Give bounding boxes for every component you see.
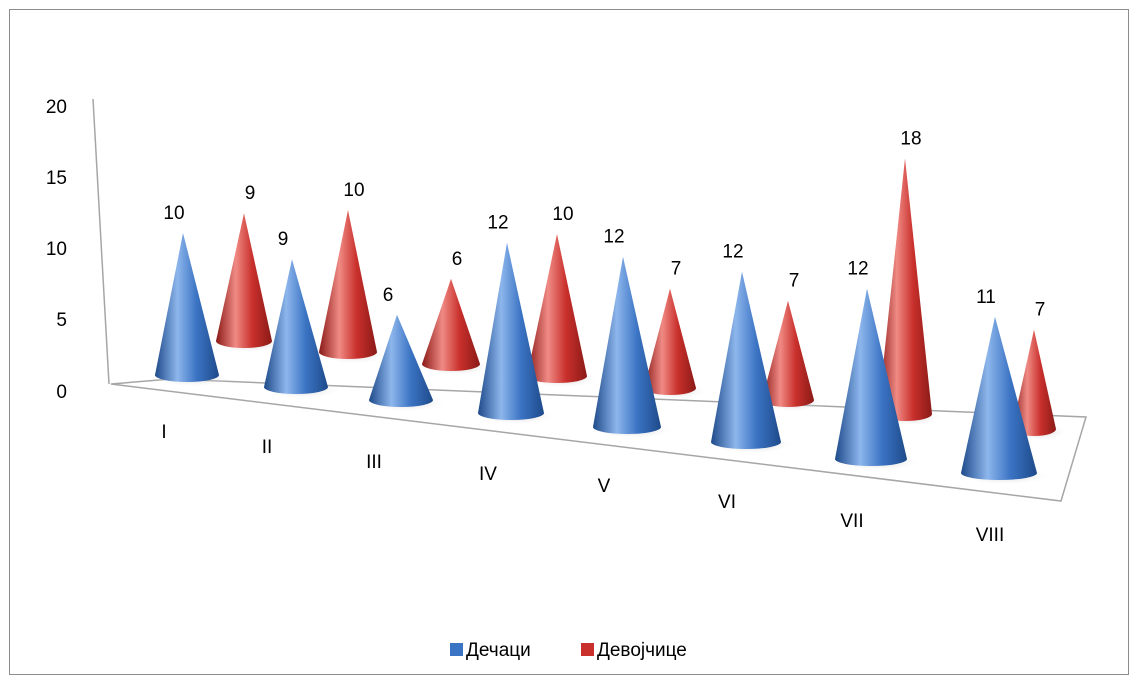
cone-girls-II [318,210,390,364]
data-label: 7 [671,259,682,280]
y-tick-label: 15 [46,168,67,189]
data-labels: 9 10 6 10 7 7 18 7 10 9 6 12 12 12 12 11 [163,128,1045,320]
data-label: 12 [603,227,624,248]
x-tick-label: IV [479,464,497,485]
data-label: 18 [900,128,921,149]
cone-body [762,300,814,407]
data-label: 12 [722,242,743,263]
cone-body [593,256,661,434]
legend-item-boys: Дечаци [450,640,531,661]
chart-frame: 0 5 10 15 20 I II III IV V VI VII VIII 9 10 6 10 7 7 18 7 1… [9,9,1129,675]
x-tick-label: III [366,452,382,473]
cone-body [155,233,219,382]
cone-body [478,242,544,420]
legend: Дечаци Девојчице [450,640,687,661]
cone-boys-III [367,314,447,412]
legend-label-girls: Девојчице [597,640,687,661]
y-tick-label: 20 [46,97,67,118]
cone-body [422,278,480,371]
data-label: 10 [552,204,573,225]
legend-label-boys: Дечаци [466,640,531,661]
cone-body [1012,329,1056,436]
cone-body [878,158,932,421]
x-tick-label: VI [718,492,736,513]
legend-swatch-boys [450,643,463,656]
y-tick-label: 0 [56,382,67,403]
cone-boys-II [262,259,342,399]
cone-boys-VII [832,288,922,471]
cone-body [527,234,587,383]
data-label: 10 [163,203,184,224]
data-label: 12 [847,259,868,280]
data-label: 6 [383,285,394,306]
cone-body [319,210,377,359]
data-label: 6 [452,249,463,270]
cone-body [216,213,272,348]
cone-body [835,288,907,466]
cone-body [711,271,781,449]
x-tick-label: VII [840,511,863,532]
x-tick-label: I [161,422,166,443]
cone-girls-V [643,288,709,400]
cone-girls-I [215,213,285,353]
cone-body [264,259,328,394]
x-tick-label: V [598,476,611,497]
cone-boys-I [153,233,233,387]
y-tick-label: 10 [46,239,67,260]
cone-girls-VI [761,300,827,412]
cone-body [961,316,1037,480]
data-label: 12 [487,213,508,234]
cone-body [644,288,696,395]
cone-boys-IV [476,242,558,425]
data-label: 7 [1035,300,1046,321]
cone-body [369,314,433,407]
y-tick-labels: 0 5 10 15 20 [46,97,67,403]
data-label: 10 [343,180,364,201]
cones [153,158,1068,485]
legend-item-girls: Девојчице [581,640,687,661]
y-tick-label: 5 [56,310,67,331]
data-label: 9 [278,229,289,250]
cone-boys-VI [708,271,796,454]
cone-boys-V [590,256,676,439]
x-tick-label: VIII [976,525,1005,546]
data-label: 11 [976,287,996,308]
legend-swatch-girls [581,643,594,656]
data-label: 9 [245,183,256,204]
cone-girls-III [421,278,493,376]
data-label: 7 [789,271,800,292]
x-tick-label: II [262,437,273,458]
value-axis [92,98,110,385]
cone-girls-IV [525,234,601,388]
cone-boys-VIII [957,316,1053,485]
